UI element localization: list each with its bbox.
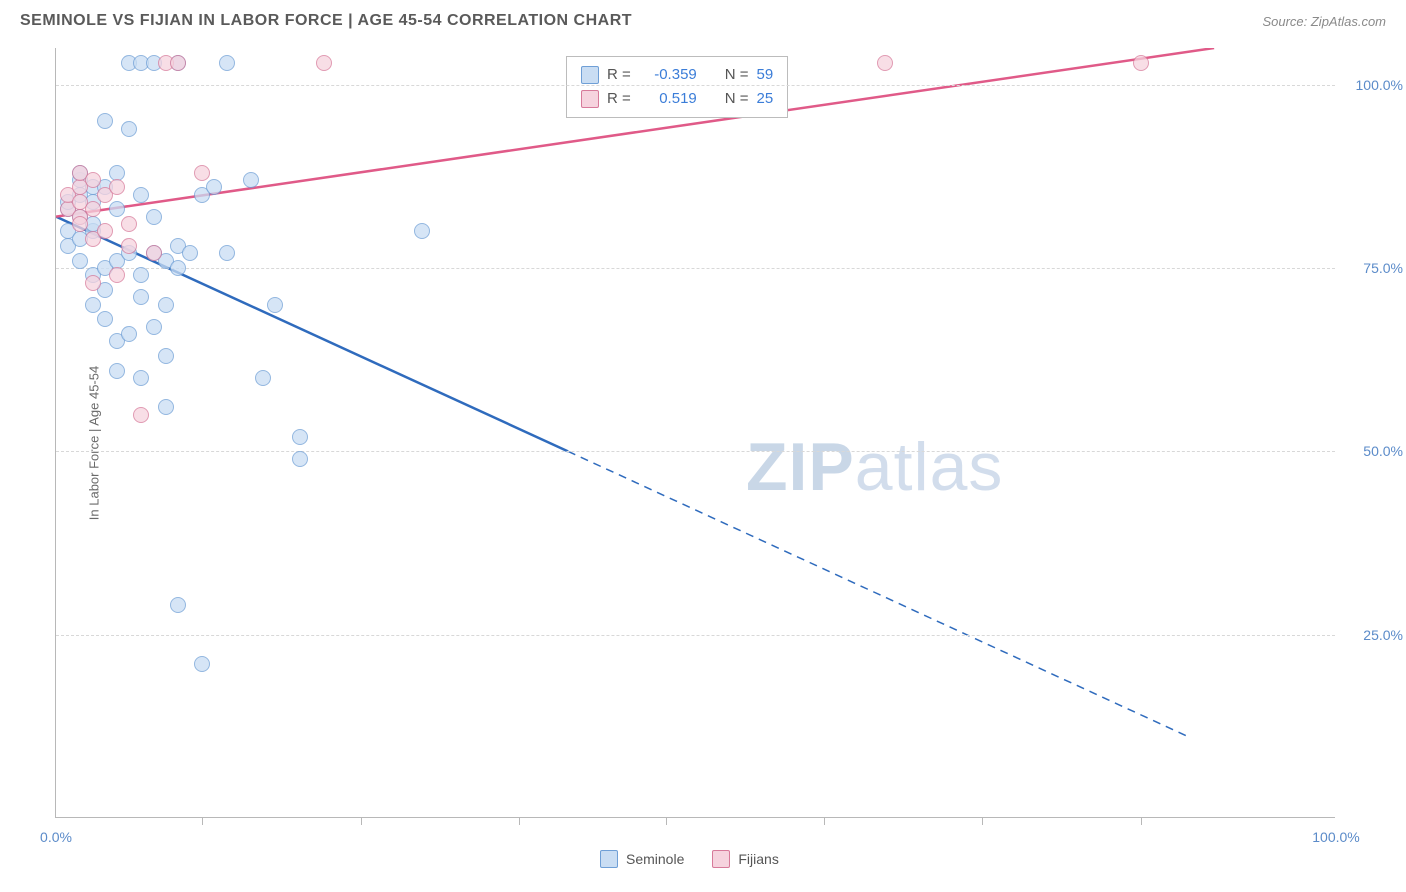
seminole-point xyxy=(158,348,174,364)
stat-n-value: 59 xyxy=(757,63,774,87)
fijians-point xyxy=(194,165,210,181)
fijians-point xyxy=(146,245,162,261)
x-tick xyxy=(361,817,362,825)
x-tick xyxy=(202,817,203,825)
stats-row: R = 0.519 N = 25 xyxy=(581,87,773,111)
seminole-point xyxy=(97,113,113,129)
seminole-point xyxy=(133,267,149,283)
fijians-point xyxy=(85,201,101,217)
chart-container: In Labor Force | Age 45-54 ZIPatlas R =-… xyxy=(55,48,1385,838)
stat-n-label: N = xyxy=(725,63,749,87)
legend-item: Fijians xyxy=(712,850,778,868)
seminole-point xyxy=(158,297,174,313)
stat-r-value: 0.519 xyxy=(639,87,697,111)
seminole-point xyxy=(121,121,137,137)
seminole-point xyxy=(133,289,149,305)
seminole-point xyxy=(414,223,430,239)
x-label-left: 0.0% xyxy=(40,829,72,845)
seminole-point xyxy=(158,399,174,415)
stats-swatch xyxy=(581,90,599,108)
seminole-point xyxy=(194,656,210,672)
legend: Seminole Fijians xyxy=(600,850,779,868)
fijians-point xyxy=(85,275,101,291)
stat-r-label: R = xyxy=(607,63,631,87)
fijians-point xyxy=(121,216,137,232)
fijians-point xyxy=(109,267,125,283)
gridline-h xyxy=(56,635,1335,636)
source-credit: Source: ZipAtlas.com xyxy=(1262,14,1386,29)
seminole-point xyxy=(170,597,186,613)
legend-label: Seminole xyxy=(626,851,684,867)
stats-swatch xyxy=(581,66,599,84)
fijians-point xyxy=(97,223,113,239)
seminole-point xyxy=(146,209,162,225)
fijians-point xyxy=(316,55,332,71)
fijians-point xyxy=(85,172,101,188)
seminole-point xyxy=(85,297,101,313)
watermark: ZIPatlas xyxy=(746,428,1003,506)
seminole-point xyxy=(267,297,283,313)
seminole-point xyxy=(72,253,88,269)
y-tick-label: 50.0% xyxy=(1363,443,1403,459)
stat-n-label: N = xyxy=(725,87,749,111)
x-tick xyxy=(519,817,520,825)
fijians-point xyxy=(109,179,125,195)
gridline-h xyxy=(56,451,1335,452)
stats-box: R = -0.359 N = 59 R = 0.519 N = 25 xyxy=(566,56,788,118)
seminole-point xyxy=(206,179,222,195)
legend-item: Seminole xyxy=(600,850,684,868)
fijians-point xyxy=(877,55,893,71)
seminole-point xyxy=(255,370,271,386)
seminole-point xyxy=(109,363,125,379)
seminole-point xyxy=(243,172,259,188)
fijians-point xyxy=(133,407,149,423)
seminole-point xyxy=(133,187,149,203)
legend-swatch xyxy=(600,850,618,868)
fijians-point xyxy=(121,238,137,254)
x-tick xyxy=(1141,817,1142,825)
plot-area: ZIPatlas R =-0.359N =59R =0.519N =25 25.… xyxy=(55,48,1335,818)
y-tick-label: 75.0% xyxy=(1363,260,1403,276)
legend-swatch xyxy=(712,850,730,868)
watermark-zip: ZIP xyxy=(746,429,855,505)
seminole-point xyxy=(219,245,235,261)
y-tick-label: 100.0% xyxy=(1356,77,1403,93)
x-tick xyxy=(824,817,825,825)
seminole-point xyxy=(146,319,162,335)
x-label-right: 100.0% xyxy=(1312,829,1359,845)
stat-n-value: 25 xyxy=(757,87,774,111)
seminole-point xyxy=(170,260,186,276)
fijians-point xyxy=(1133,55,1149,71)
seminole-point xyxy=(109,165,125,181)
seminole-point xyxy=(292,429,308,445)
seminole-point xyxy=(121,326,137,342)
seminole-point xyxy=(97,311,113,327)
seminole-point xyxy=(292,451,308,467)
trend-lines-svg xyxy=(56,48,1336,818)
chart-title: SEMINOLE VS FIJIAN IN LABOR FORCE | AGE … xyxy=(20,12,632,30)
seminole-point xyxy=(182,245,198,261)
seminole-point xyxy=(109,201,125,217)
gridline-h xyxy=(56,268,1335,269)
y-tick-label: 25.0% xyxy=(1363,627,1403,643)
legend-label: Fijians xyxy=(738,851,778,867)
stat-r-value: -0.359 xyxy=(639,63,697,87)
stat-r-label: R = xyxy=(607,87,631,111)
stats-row: R = -0.359 N = 59 xyxy=(581,63,773,87)
x-tick xyxy=(666,817,667,825)
fijians-point xyxy=(72,216,88,232)
gridline-h xyxy=(56,85,1335,86)
x-tick xyxy=(982,817,983,825)
seminole-point xyxy=(133,370,149,386)
fijians-point xyxy=(170,55,186,71)
watermark-atlas: atlas xyxy=(855,429,1004,505)
seminole-point xyxy=(219,55,235,71)
